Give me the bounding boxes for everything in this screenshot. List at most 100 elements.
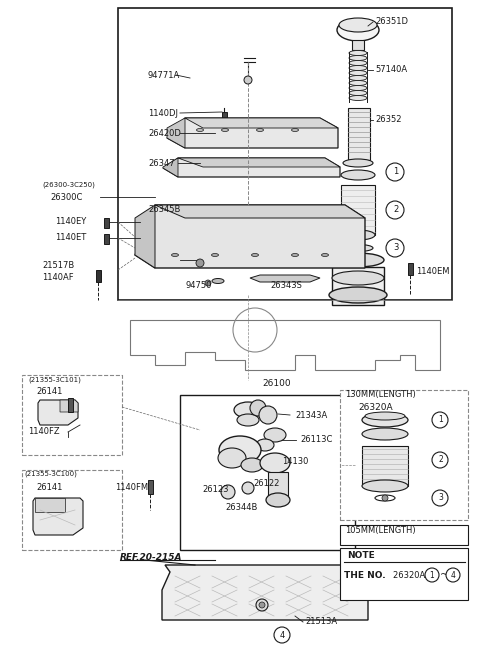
- Ellipse shape: [266, 493, 290, 507]
- Ellipse shape: [349, 95, 367, 101]
- Text: 26123: 26123: [202, 486, 228, 495]
- Ellipse shape: [362, 413, 408, 427]
- Text: 26343S: 26343S: [270, 281, 302, 290]
- Circle shape: [196, 259, 204, 267]
- Text: 1140EM: 1140EM: [416, 267, 449, 277]
- Polygon shape: [33, 498, 83, 535]
- Ellipse shape: [332, 271, 384, 285]
- Ellipse shape: [362, 428, 408, 440]
- Circle shape: [242, 482, 254, 494]
- Ellipse shape: [349, 70, 367, 76]
- Text: 1: 1: [439, 415, 444, 424]
- Text: THE NO.: THE NO.: [344, 570, 385, 579]
- Text: 1: 1: [394, 168, 398, 177]
- Polygon shape: [155, 205, 365, 218]
- Ellipse shape: [212, 279, 224, 284]
- Ellipse shape: [337, 19, 379, 41]
- Circle shape: [205, 280, 211, 286]
- Circle shape: [432, 452, 448, 468]
- Bar: [148, 480, 153, 494]
- Circle shape: [446, 568, 460, 582]
- Text: 57140A: 57140A: [375, 66, 407, 74]
- Circle shape: [259, 602, 265, 608]
- Bar: [340, 525, 468, 545]
- Bar: [341, 185, 375, 235]
- Ellipse shape: [341, 230, 375, 240]
- Text: (21355-3C101): (21355-3C101): [28, 376, 81, 383]
- Text: 26141: 26141: [36, 388, 62, 397]
- Text: 26141: 26141: [36, 482, 62, 491]
- Polygon shape: [167, 118, 185, 148]
- Bar: [340, 390, 468, 520]
- Ellipse shape: [329, 287, 387, 303]
- Circle shape: [386, 239, 404, 257]
- Bar: [68, 398, 73, 412]
- Text: 21343A: 21343A: [295, 411, 327, 420]
- Text: 130MM(LENGTH): 130MM(LENGTH): [345, 390, 416, 399]
- Text: 4: 4: [451, 570, 456, 579]
- Circle shape: [432, 490, 448, 506]
- Ellipse shape: [196, 129, 204, 131]
- Bar: [352, 40, 364, 50]
- Circle shape: [425, 568, 439, 582]
- Bar: [332, 267, 384, 305]
- Circle shape: [256, 599, 268, 611]
- Bar: [22, 375, 122, 455]
- Text: 26347: 26347: [148, 158, 175, 168]
- Polygon shape: [135, 205, 155, 268]
- Bar: [268, 472, 288, 500]
- Text: 26300C: 26300C: [50, 193, 83, 202]
- Circle shape: [250, 400, 266, 416]
- Polygon shape: [185, 118, 338, 128]
- Text: 26352: 26352: [375, 116, 401, 124]
- Text: 1140DJ: 1140DJ: [148, 108, 178, 118]
- Text: 21513A: 21513A: [305, 618, 337, 627]
- Text: (26300-3C250): (26300-3C250): [42, 182, 95, 189]
- Ellipse shape: [291, 129, 299, 131]
- Text: 2: 2: [394, 206, 398, 214]
- Ellipse shape: [322, 254, 328, 256]
- Ellipse shape: [252, 254, 259, 256]
- Ellipse shape: [291, 254, 299, 256]
- Bar: [104, 234, 109, 244]
- Polygon shape: [167, 118, 338, 148]
- Ellipse shape: [218, 448, 246, 468]
- Text: 14130: 14130: [282, 457, 308, 466]
- Ellipse shape: [349, 91, 367, 95]
- Text: 26344B: 26344B: [225, 503, 257, 512]
- Polygon shape: [163, 158, 178, 177]
- Bar: [180, 395, 355, 550]
- Text: 21517B: 21517B: [42, 260, 74, 269]
- Text: 1: 1: [430, 570, 434, 579]
- Polygon shape: [162, 565, 368, 620]
- Bar: [408, 263, 413, 275]
- Ellipse shape: [256, 129, 264, 131]
- Bar: [104, 218, 109, 228]
- Polygon shape: [163, 158, 340, 177]
- Circle shape: [386, 163, 404, 181]
- Text: 26113C: 26113C: [300, 436, 332, 445]
- Text: 105MM(LENGTH): 105MM(LENGTH): [345, 526, 416, 535]
- Ellipse shape: [332, 253, 384, 267]
- Text: 1140EY: 1140EY: [55, 217, 86, 227]
- Ellipse shape: [234, 402, 262, 418]
- Text: 26320A: 26320A: [358, 403, 393, 411]
- Ellipse shape: [256, 439, 274, 451]
- Text: 26122: 26122: [253, 480, 279, 489]
- Circle shape: [244, 76, 252, 84]
- Ellipse shape: [343, 244, 373, 252]
- Ellipse shape: [349, 66, 367, 70]
- Ellipse shape: [349, 81, 367, 85]
- Text: 26420D: 26420D: [148, 129, 181, 137]
- Ellipse shape: [171, 254, 179, 256]
- Circle shape: [432, 412, 448, 428]
- Text: 26351D: 26351D: [375, 18, 408, 26]
- Bar: [340, 548, 468, 600]
- Ellipse shape: [343, 159, 373, 167]
- Text: 94750: 94750: [185, 281, 211, 290]
- Text: (21355-3C100): (21355-3C100): [24, 471, 77, 477]
- Bar: [348, 108, 370, 160]
- Text: 94771A: 94771A: [148, 70, 180, 79]
- Text: 3: 3: [439, 493, 444, 503]
- Polygon shape: [178, 158, 340, 167]
